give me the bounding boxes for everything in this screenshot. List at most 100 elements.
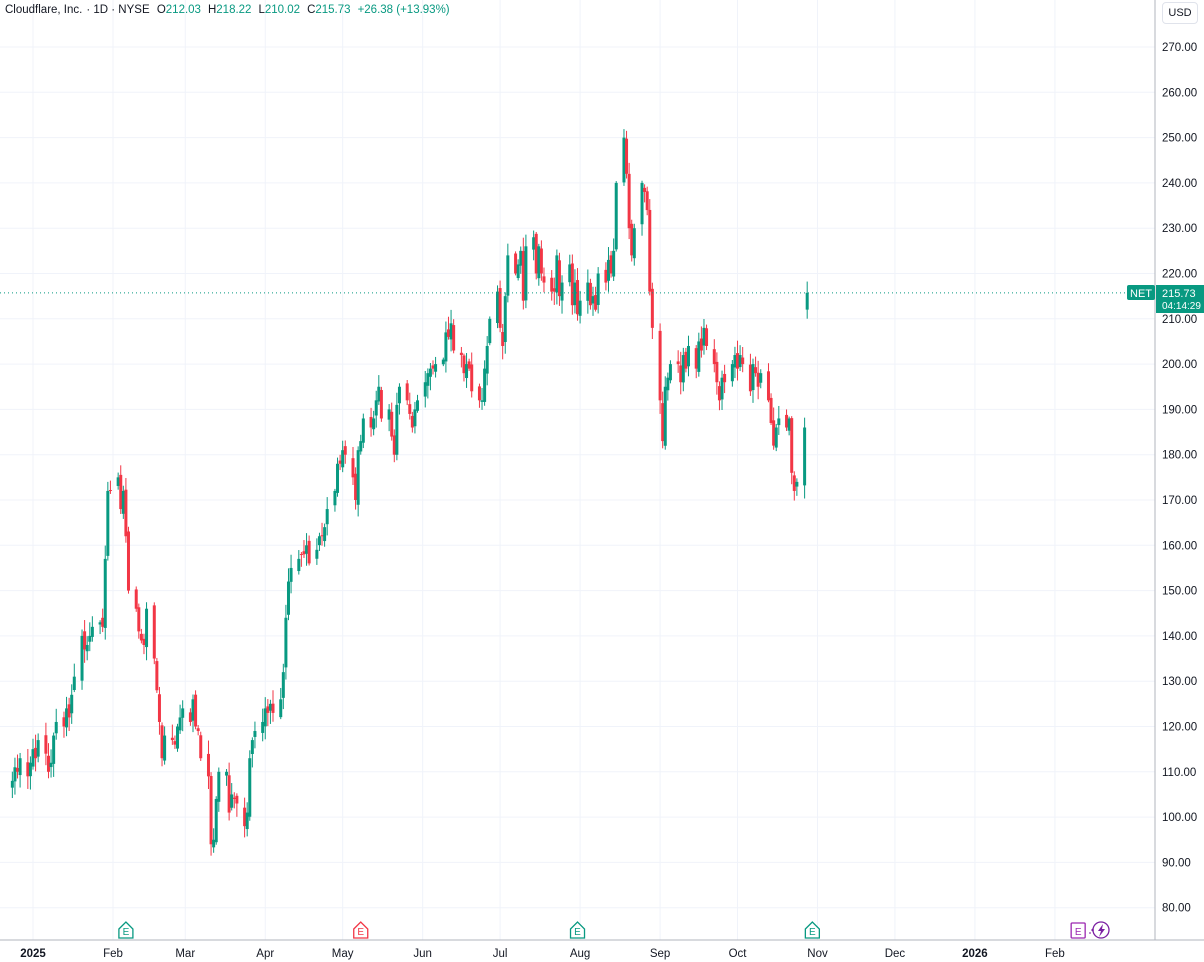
candle-body (297, 558, 301, 572)
candle-body (379, 390, 383, 419)
countdown-label: 04:14:29 (1162, 301, 1201, 312)
earnings-marker[interactable]: E (804, 921, 821, 939)
candle-body (103, 558, 107, 628)
symbol-name[interactable]: Cloudflare, Inc. (5, 4, 83, 16)
candle-body (163, 735, 167, 761)
candle-body (155, 661, 159, 691)
candle-body (325, 509, 329, 525)
candle-body (173, 741, 177, 745)
candle-body (116, 477, 120, 486)
candle-body (44, 735, 48, 754)
candle-body (715, 361, 719, 383)
candle-body (658, 330, 662, 401)
price-label-bg (1156, 285, 1204, 313)
price-tick-label: 80.00 (1162, 903, 1191, 915)
candle-body (496, 291, 500, 324)
candle-body (317, 536, 321, 546)
candle-body (253, 731, 257, 737)
candle-body (586, 282, 590, 301)
candle-body (596, 273, 600, 305)
candle-body (245, 812, 249, 830)
candle-body (359, 441, 363, 452)
candle-body (369, 416, 373, 428)
candles-series (0, 129, 1155, 856)
low-label: L (258, 4, 265, 16)
candle-body (661, 403, 665, 442)
candle-body (485, 345, 489, 374)
lightning-events-icon[interactable] (1089, 921, 1110, 939)
candle-body (462, 355, 466, 374)
candle-body (284, 617, 288, 668)
candle-body (372, 418, 376, 430)
price-tick-label: 160.00 (1162, 540, 1197, 552)
earnings-marker[interactable]: E (1070, 922, 1086, 939)
candle-body (299, 554, 303, 556)
candle-body (769, 397, 773, 423)
candle-body (717, 386, 721, 401)
candle-body (191, 699, 195, 721)
candle-body (426, 373, 430, 386)
time-tick-label: Dec (885, 948, 906, 960)
high-label: H (207, 4, 217, 16)
candle-body (67, 704, 71, 718)
candle-body (28, 762, 32, 777)
candle-body (289, 567, 293, 582)
earnings-marker-shape (118, 921, 134, 939)
candle-body (521, 251, 525, 301)
time-tick-label: Sep (650, 948, 670, 960)
candle-body (271, 703, 275, 713)
time-tick-label: 2025 (20, 948, 46, 960)
candle-body (588, 282, 592, 306)
candle-body (70, 694, 74, 714)
candle-body (286, 581, 290, 615)
currency-button[interactable]: USD (1162, 2, 1198, 24)
candle-body (343, 446, 347, 455)
candle-body (279, 699, 283, 718)
candle-body (333, 490, 337, 506)
candle-body (483, 368, 487, 402)
candle-body (225, 771, 229, 776)
candle-body (248, 758, 252, 817)
time-tick-label: Oct (729, 948, 748, 960)
price-tick-label: 120.00 (1162, 722, 1197, 734)
candle-body (604, 269, 608, 283)
time-tick-label: Jun (413, 948, 432, 960)
earnings-marker[interactable]: E (353, 921, 369, 939)
candle-body (137, 607, 141, 632)
candle-body (640, 182, 644, 225)
candle-body (622, 137, 626, 183)
candle-body (759, 373, 763, 383)
candle-body (686, 345, 690, 367)
ticker-label-bg (1127, 285, 1155, 300)
candle-body (550, 277, 554, 292)
candle-body (606, 259, 610, 281)
candle-body (119, 474, 123, 510)
candle-body (26, 762, 30, 777)
candle-body (712, 349, 716, 365)
price-tick-label: 220.00 (1162, 269, 1197, 281)
earnings-marker-box (1070, 922, 1086, 939)
candle-body (423, 382, 427, 397)
candle-body (194, 694, 198, 727)
candle-body (591, 296, 595, 304)
candle-body (377, 386, 381, 402)
earnings-marker[interactable]: E (569, 921, 586, 939)
candle-body (766, 371, 770, 401)
candle-body (416, 400, 420, 411)
candle-body (108, 490, 112, 492)
candle-body (31, 749, 35, 767)
earnings-marker[interactable]: E (118, 921, 134, 939)
candle-body (470, 364, 474, 392)
candle-body (405, 383, 409, 401)
candle-body (676, 361, 680, 365)
candle-body (392, 435, 396, 455)
candle-body (243, 807, 247, 827)
candle-body (506, 255, 510, 296)
price-scale[interactable]: 80.00 90.00 100.00 110.00 120.00 130.00 140.00… (1154, 0, 1197, 940)
candle-body (519, 250, 523, 266)
time-tick-label: Mar (175, 948, 195, 960)
candle-body (446, 329, 450, 337)
time-scale[interactable]: 2025 Feb Mar Apr May Jun Jul Aug Sep Oct Nov Dec 202… (0, 939, 1204, 960)
